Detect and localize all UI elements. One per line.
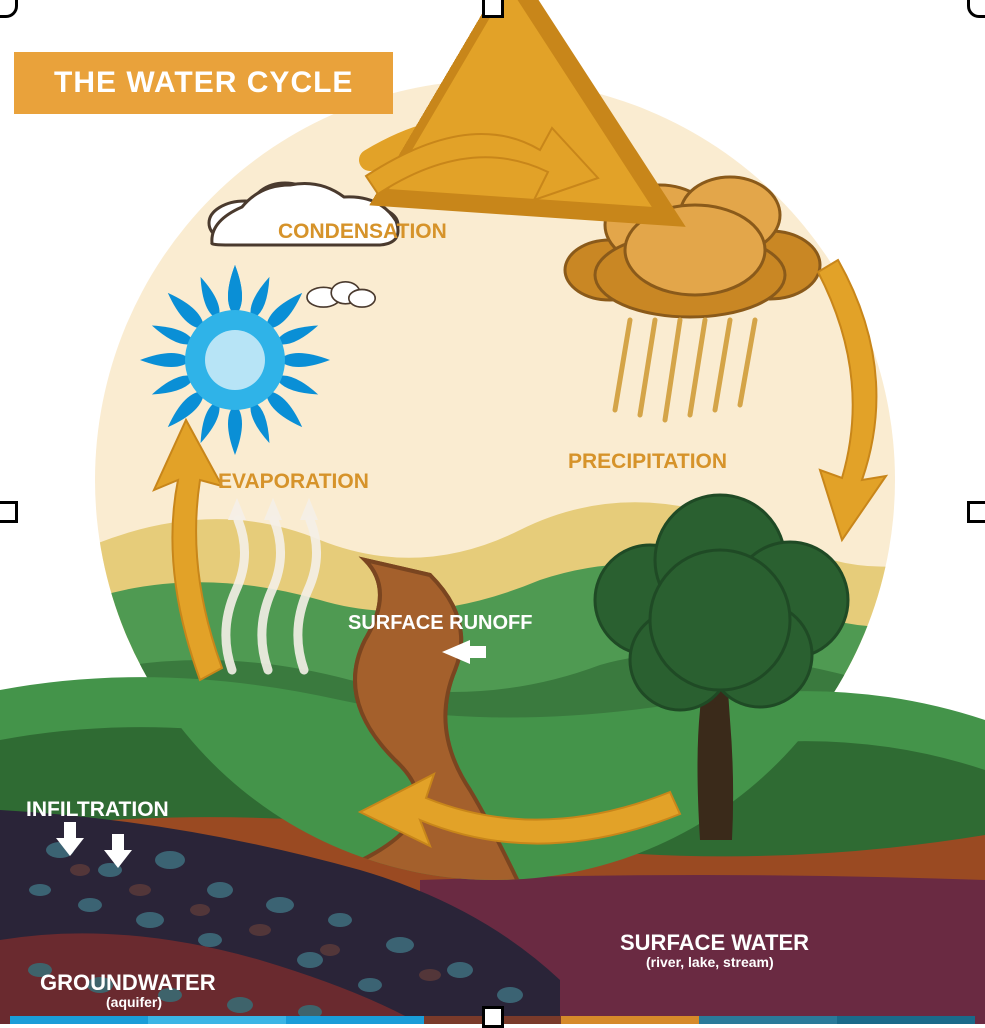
selection-handle-icon[interactable] (482, 0, 504, 18)
label-surface-water: SURFACE WATER (620, 930, 809, 956)
diagram-canvas: THE WATER CYCLE CONDENSATION EVAPORATION… (0, 0, 985, 1024)
page-title: THE WATER CYCLE (14, 52, 393, 114)
label-surface-water-sub: (river, lake, stream) (646, 954, 774, 970)
selection-handle-icon[interactable] (482, 1006, 504, 1028)
label-groundwater-sub: (aquifer) (106, 994, 162, 1010)
label-surface-runoff: SURFACE RUNOFF (348, 612, 532, 635)
label-precipitation: PRECIPITATION (568, 450, 727, 474)
water-cycle-scene (0, 0, 985, 1024)
label-condensation: CONDENSATION (278, 220, 447, 244)
selection-handle-icon[interactable] (0, 501, 18, 523)
label-evaporation: EVAPORATION (218, 470, 369, 494)
selection-handle-icon[interactable] (967, 501, 985, 523)
label-infiltration: INFILTRATION (26, 798, 169, 822)
label-groundwater: GROUNDWATER (40, 970, 216, 996)
sun-icon (140, 265, 330, 455)
